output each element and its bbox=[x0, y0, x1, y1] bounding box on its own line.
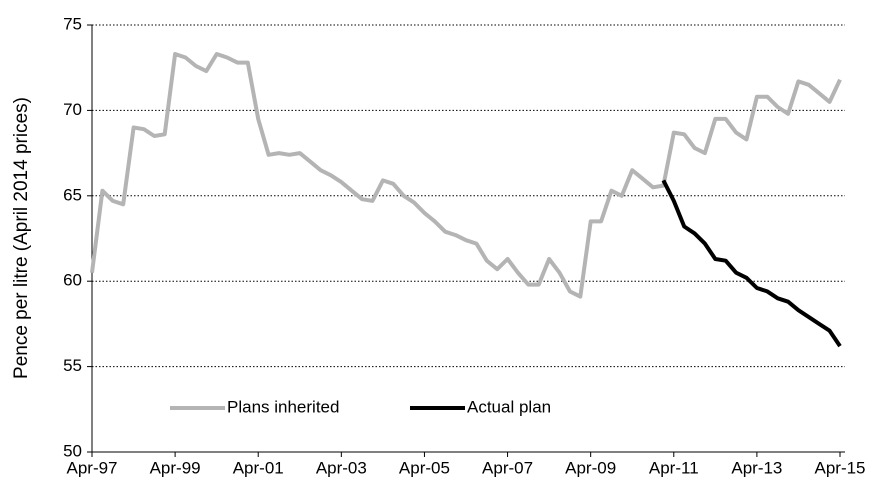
x-tick-label: Apr-03 bbox=[316, 458, 367, 477]
x-tick-label: Apr-13 bbox=[731, 458, 782, 477]
legend-label: Plans inherited bbox=[227, 397, 339, 416]
series-line bbox=[90, 52, 842, 299]
y-tick-label: 65 bbox=[63, 185, 82, 204]
x-tick-label: Apr-99 bbox=[150, 458, 201, 477]
x-tick-label: Apr-15 bbox=[814, 458, 865, 477]
legend-label: Actual plan bbox=[467, 397, 551, 416]
x-tick-label: Apr-09 bbox=[565, 458, 616, 477]
x-tick-label: Apr-05 bbox=[399, 458, 450, 477]
x-tick-label: Apr-11 bbox=[649, 458, 699, 477]
x-tick-label: Apr-07 bbox=[482, 458, 533, 477]
y-tick-label: 50 bbox=[63, 441, 82, 460]
y-tick-label: 60 bbox=[63, 271, 82, 290]
y-tick-label: 75 bbox=[63, 14, 82, 33]
y-tick-label: 55 bbox=[63, 356, 82, 375]
series-line bbox=[661, 179, 842, 348]
x-tick-label: Apr-01 bbox=[233, 458, 284, 477]
y-tick-label: 70 bbox=[63, 100, 82, 119]
y-axis-label: Pence per litre (April 2014 prices) bbox=[11, 97, 32, 379]
x-tick-label: Apr-97 bbox=[66, 458, 117, 477]
